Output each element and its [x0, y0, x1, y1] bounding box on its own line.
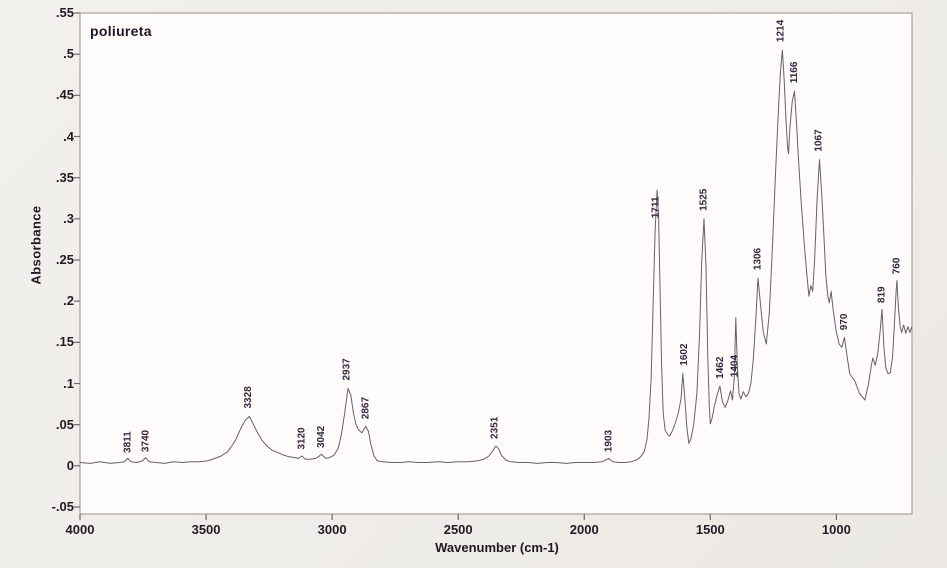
y-tick-label: .05: [55, 416, 74, 432]
y-tick-label: .25: [55, 252, 74, 267]
peak-label: 1903: [603, 429, 614, 452]
y-tick-label: .1: [63, 375, 74, 391]
x-tick-label: 1000: [821, 522, 851, 537]
peak-label: 1525: [698, 188, 709, 211]
plot-frame: [79, 12, 913, 515]
chart-title: poliureta: [90, 23, 152, 39]
y-tick-label: .3: [63, 210, 74, 226]
y-tick-label: 0: [66, 457, 74, 473]
peak-label: 1214: [776, 19, 787, 42]
y-tick-label: .5: [63, 46, 74, 62]
x-tick-label: 2000: [569, 522, 599, 537]
peak-label: 1067: [813, 129, 824, 152]
peak-label: 3042: [316, 425, 327, 448]
peak-label: 1462: [715, 356, 726, 379]
peak-label: 1602: [679, 343, 690, 366]
peak-label: 970: [839, 313, 850, 330]
x-tick-label: 3000: [317, 522, 347, 537]
y-tick-label: .55: [55, 5, 74, 20]
peak-label: 3328: [243, 386, 254, 409]
peak-label: 1166: [789, 61, 800, 83]
y-tick-label: .2: [63, 293, 74, 309]
y-tick-label: .45: [55, 87, 74, 103]
x-axis-title: Wavenumber (cm-1): [435, 540, 559, 555]
x-tick-label: 4000: [65, 522, 95, 537]
x-tick-label: 3500: [191, 522, 221, 537]
x-tick-label: 2500: [443, 522, 473, 537]
peak-label: 2937: [342, 358, 353, 381]
peak-label: 2867: [360, 397, 371, 420]
y-tick-label: .15: [55, 334, 74, 350]
peak-label: 1711: [650, 196, 661, 218]
y-tick-label: .4: [63, 128, 74, 144]
peak-label: 1404: [729, 355, 740, 378]
peak-label: 760: [891, 257, 902, 274]
peak-label: 3740: [140, 429, 151, 452]
peak-label: 1306: [753, 247, 764, 270]
peak-label: 2351: [489, 416, 500, 439]
spectrum-curve: [79, 49, 912, 464]
peak-label: 3120: [296, 427, 307, 450]
peak-label: 3811: [123, 431, 134, 453]
y-tick-label: -.05: [51, 499, 74, 514]
y-tick-label: .35: [55, 169, 74, 185]
peak-label: 819: [877, 286, 888, 303]
x-tick-label: 1500: [695, 522, 725, 537]
